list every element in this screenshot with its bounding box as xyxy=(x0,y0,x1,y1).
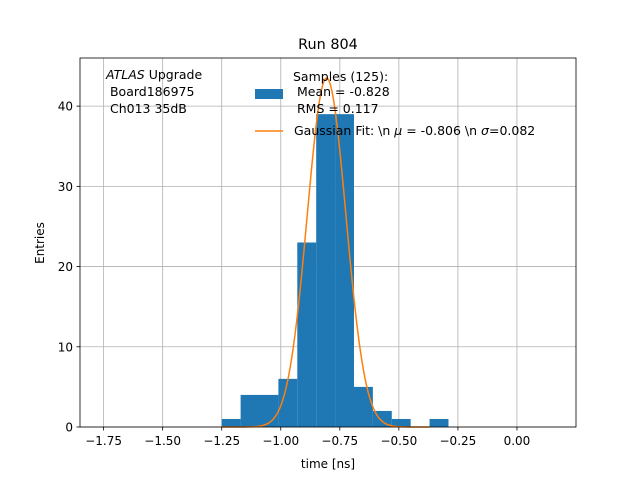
x-tick-label: −1.00 xyxy=(262,434,299,448)
histogram-bar xyxy=(429,418,449,427)
y-tick-label: 40 xyxy=(58,100,73,114)
annotation-line-1: ATLAS Upgrade xyxy=(105,67,202,82)
x-tick-label: 0.00 xyxy=(504,434,531,448)
y-tick-label: 20 xyxy=(58,260,73,274)
legend: Samples (125): Mean = -0.828 RMS = 0.117… xyxy=(255,69,535,138)
gaussian-fit-curve xyxy=(221,77,430,428)
legend-fit-label: Gaussian Fit: \n μ = -0.806 \n σ=0.082 xyxy=(294,123,535,138)
x-tick-label: −1.50 xyxy=(144,434,181,448)
histogram-bar xyxy=(335,114,354,428)
x-tick-label: −1.25 xyxy=(203,434,240,448)
y-tick-label: 10 xyxy=(58,340,73,354)
histogram-bar xyxy=(221,418,241,427)
atlas-annotation: ATLAS Upgrade Board186975 Ch013 35dB xyxy=(105,67,202,116)
legend-fit-mu: μ xyxy=(393,123,402,138)
y-axis-label: Entries xyxy=(33,222,47,264)
histogram-bar xyxy=(391,418,411,427)
x-axis-label: time [ns] xyxy=(301,457,355,471)
histogram-bar xyxy=(278,378,298,427)
histogram-bar xyxy=(353,386,373,427)
x-tick-label: −0.25 xyxy=(440,434,477,448)
histogram-bar xyxy=(297,242,317,427)
x-axis-ticks: −1.75 −1.50 −1.25 −1.00 −0.75 −0.50 −0.25 0.00 xyxy=(85,427,530,448)
x-tick-label: −1.75 xyxy=(85,434,122,448)
annotation-upgrade: Upgrade xyxy=(145,67,203,82)
legend-fit-suffix: =0.082 xyxy=(489,123,535,138)
legend-fit-prefix: Gaussian Fit: \n xyxy=(294,123,394,138)
annotation-line-2: Board186975 xyxy=(106,84,194,99)
histogram-bar xyxy=(240,394,260,427)
annotation-line-3: Ch013 35dB xyxy=(106,101,187,116)
legend-fit-mid: = -0.806 \n xyxy=(402,123,481,138)
plot-frame xyxy=(79,57,577,428)
x-tick-label: −0.50 xyxy=(380,434,417,448)
chart-title: Run 804 xyxy=(298,37,358,53)
x-tick-label: −0.75 xyxy=(321,434,358,448)
y-tick-label: 30 xyxy=(58,180,73,194)
y-tick-label: 0 xyxy=(65,421,73,435)
histogram-bars xyxy=(221,114,449,428)
histogram-bar xyxy=(316,114,336,428)
legend-hist-line-2: Mean = -0.828 xyxy=(293,84,390,99)
legend-fit-sigma: σ xyxy=(481,123,490,138)
legend-hist-line-3: RMS = 0.117 xyxy=(293,101,379,116)
legend-hist-swatch xyxy=(255,89,283,99)
legend-hist-line-1: Samples (125): xyxy=(293,69,388,84)
annotation-atlas-italic: ATLAS xyxy=(105,67,145,82)
y-axis-ticks: 0 10 20 30 40 xyxy=(58,100,80,435)
